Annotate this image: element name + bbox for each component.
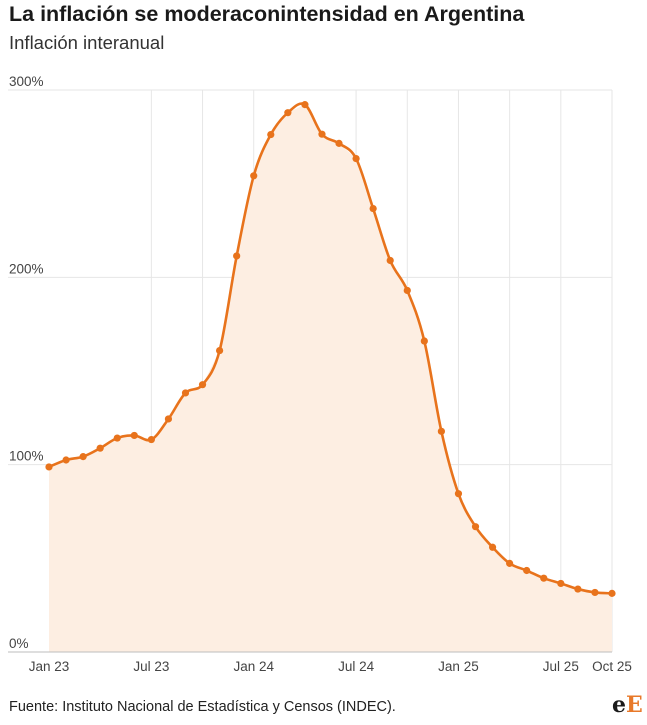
- data-point: [79, 453, 87, 461]
- logo-first-letter: e: [612, 692, 626, 718]
- data-point: [471, 523, 480, 531]
- data-point: [198, 381, 207, 389]
- y-tick-label: 200%: [9, 261, 44, 276]
- data-point: [181, 389, 190, 397]
- x-tick-label: Jul 24: [338, 659, 375, 674]
- data-point: [437, 427, 445, 435]
- chart-title: La inflación se moderaconintensidad en A…: [9, 2, 525, 26]
- data-point: [386, 256, 394, 265]
- data-point: [523, 566, 531, 575]
- data-point: [403, 286, 411, 295]
- x-tick-label: Jan 25: [438, 659, 479, 674]
- x-tick-label: Oct 25: [592, 659, 632, 674]
- data-point: [591, 588, 599, 597]
- data-point: [147, 435, 155, 444]
- x-tick-label: Jan 24: [233, 659, 274, 674]
- data-point: [284, 109, 292, 117]
- logo-second-letter: E: [626, 692, 643, 718]
- data-point: [506, 559, 514, 567]
- area-fill: [49, 104, 612, 653]
- data-point: [45, 463, 53, 471]
- data-point: [488, 543, 497, 551]
- data-point: [574, 585, 582, 593]
- data-point: [540, 574, 548, 582]
- x-tick-label: Jan 23: [29, 659, 70, 674]
- series-line: [48, 102, 613, 595]
- data-point: [454, 490, 463, 498]
- data-point: [301, 101, 309, 109]
- publisher-logo: eE: [612, 692, 643, 718]
- data-point: [62, 456, 70, 464]
- data-point: [216, 346, 224, 355]
- y-tick-label: 100%: [9, 449, 44, 464]
- data-point: [113, 434, 121, 442]
- y-tick-label: 0%: [9, 636, 29, 651]
- x-tick-label: Jul 25: [543, 659, 579, 674]
- data-point: [164, 415, 173, 423]
- source-note: Fuente: Instituto Nacional de Estadístic…: [9, 699, 396, 715]
- data-point: [267, 130, 275, 139]
- x-tick-label: Jul 23: [133, 659, 169, 674]
- data-point: [318, 130, 326, 138]
- data-point: [130, 431, 138, 440]
- data-point: [420, 337, 428, 345]
- data-point: [250, 172, 258, 180]
- y-tick-label: 300%: [9, 74, 44, 89]
- data-point: [608, 589, 616, 597]
- data-point: [96, 444, 104, 452]
- data-point: [335, 139, 343, 147]
- data-point: [352, 154, 360, 163]
- data-point: [233, 252, 241, 260]
- chart-subtitle: Inflación interanual: [9, 32, 165, 53]
- data-point: [369, 204, 377, 213]
- inflation-chart: 0% 100% 200% 300% Jan 23 Jul 23 Jan 24 Jul 24 Ja…: [8, 74, 632, 674]
- data-point: [557, 579, 565, 588]
